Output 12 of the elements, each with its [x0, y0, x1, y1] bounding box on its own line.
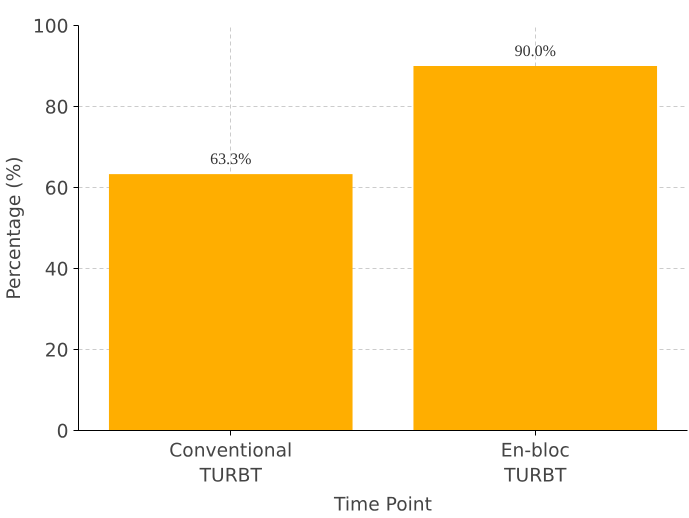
- x-axis-title: Time Point: [333, 494, 432, 516]
- y-tick-label: 80: [44, 98, 69, 118]
- y-tick-label: 20: [44, 340, 69, 362]
- y-tick-label: 60: [44, 178, 69, 200]
- y-axis-title: Percentage (%): [4, 156, 25, 300]
- x-tick-label: Conventional TURBT: [169, 440, 292, 487]
- data-label: 90.0%: [514, 43, 556, 60]
- y-tick-label: 0: [56, 422, 69, 442]
- y-tick-label: 40: [44, 260, 69, 280]
- x-tick-label: En-bloc TURBT: [500, 440, 570, 487]
- data-label: 63.3%: [210, 151, 252, 168]
- y-tick-label: 100: [32, 16, 68, 38]
